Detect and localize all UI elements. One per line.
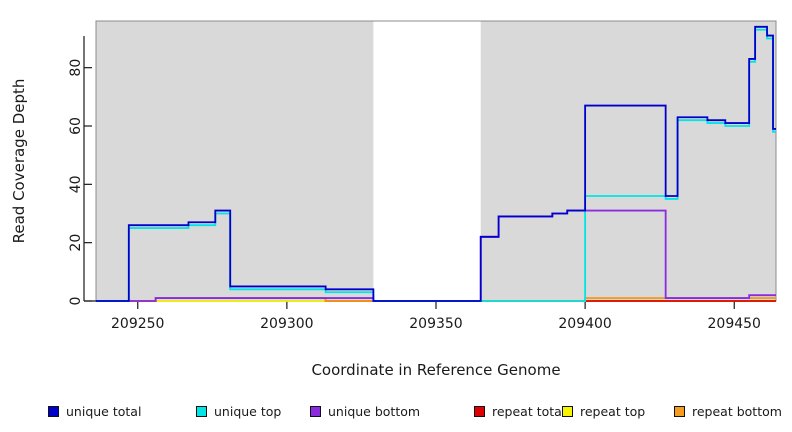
y-axis-tick-label: 60 [68,117,84,135]
legend-item-repeat-total: repeat total [474,404,565,419]
x-axis-tick-label: 209250 [111,316,164,332]
chart-legend: unique total unique top unique bottom repea… [0,396,792,426]
legend-swatch-icon [196,405,207,417]
legend-item-label: unique bottom [328,403,421,419]
legend-swatch-icon [48,405,59,417]
legend-item-repeat-bottom: repeat bottom [674,404,782,419]
legend-swatch-icon [562,405,573,417]
legend-item-label: repeat total [492,403,566,419]
x-axis-tick-label: 209450 [708,316,761,332]
x-axis-title: Coordinate in Reference Genome [311,361,560,379]
legend-swatch-icon [674,405,685,417]
legend-item-label: repeat bottom [692,403,782,419]
y-axis-tick-label: 80 [68,59,84,77]
legend-item-unique-top: unique top [196,404,281,419]
coverage-gap-region [373,21,481,301]
x-axis-tick-label: 209350 [409,316,462,332]
legend-item-label: repeat top [580,403,646,419]
legend-swatch-icon [474,405,485,417]
series-line-unique-total [96,25,776,302]
y-axis-title: Read Coverage Depth [10,79,28,244]
legend-item-unique-bottom: unique bottom [310,404,420,419]
legend-item-unique-total: unique total [48,404,141,419]
x-axis-tick-label: 209400 [558,316,611,332]
legend-item-repeat-top: repeat top [562,404,645,419]
y-axis-tick-label: 40 [68,175,84,193]
x-axis-tick-label: 209300 [260,316,313,332]
legend-item-label: unique total [66,403,142,419]
y-axis-tick-label: 20 [68,234,84,252]
y-axis-tick-label: 0 [68,297,84,306]
legend-swatch-icon [310,405,321,417]
legend-item-label: unique top [214,403,282,419]
